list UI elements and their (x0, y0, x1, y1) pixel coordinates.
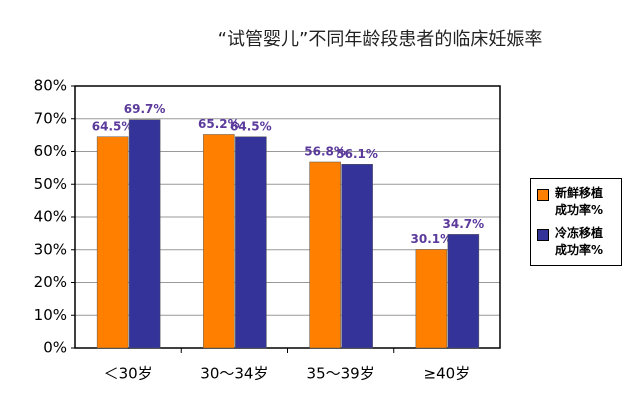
bar (341, 164, 373, 349)
value-label: 64.5% (230, 119, 272, 133)
x-tick-label: 30～34岁 (200, 365, 268, 383)
bar (415, 249, 448, 349)
value-label: 65.2% (198, 117, 240, 131)
value-label: 69.7% (124, 102, 166, 116)
legend: 新鲜移植成功率% 冷冻移植成功率% (530, 178, 622, 266)
legend-item: 冷冻移植成功率% (535, 225, 617, 259)
bar (235, 136, 267, 349)
value-label: 30.1% (411, 232, 453, 246)
value-label: 34.7% (443, 217, 485, 231)
bar (447, 234, 480, 349)
x-tick-label: 35～39岁 (307, 365, 375, 383)
y-tick-label: 70% (34, 109, 67, 127)
y-tick-label: 30% (34, 240, 67, 258)
x-tick-label: ≥40岁 (424, 365, 471, 383)
y-tick-label: 40% (34, 208, 67, 226)
legend-swatch (537, 189, 549, 201)
y-tick-label: 20% (34, 273, 67, 291)
value-label: 56.8% (304, 144, 346, 158)
y-tick-label: 0% (43, 339, 67, 357)
legend-item: 新鲜移植成功率% (535, 185, 617, 219)
bar (309, 161, 341, 349)
chart-title: “试管婴儿”不同年龄段患者的临床妊娠率 (218, 29, 543, 50)
y-tick-label: 50% (34, 175, 67, 193)
y-tick-label: 10% (34, 306, 67, 324)
legend-swatch (537, 229, 549, 241)
bar (203, 134, 235, 349)
y-tick-label: 60% (34, 142, 67, 160)
legend-label: 冷冻移植成功率% (555, 226, 604, 257)
legend-label: 新鲜移植成功率% (555, 186, 604, 217)
value-label: 64.5% (92, 119, 134, 133)
y-tick-label: 80% (34, 77, 67, 95)
x-tick-label: ＜30岁 (104, 365, 153, 383)
bar (128, 119, 161, 349)
value-label: 56.1% (336, 147, 378, 161)
bar (96, 136, 129, 349)
